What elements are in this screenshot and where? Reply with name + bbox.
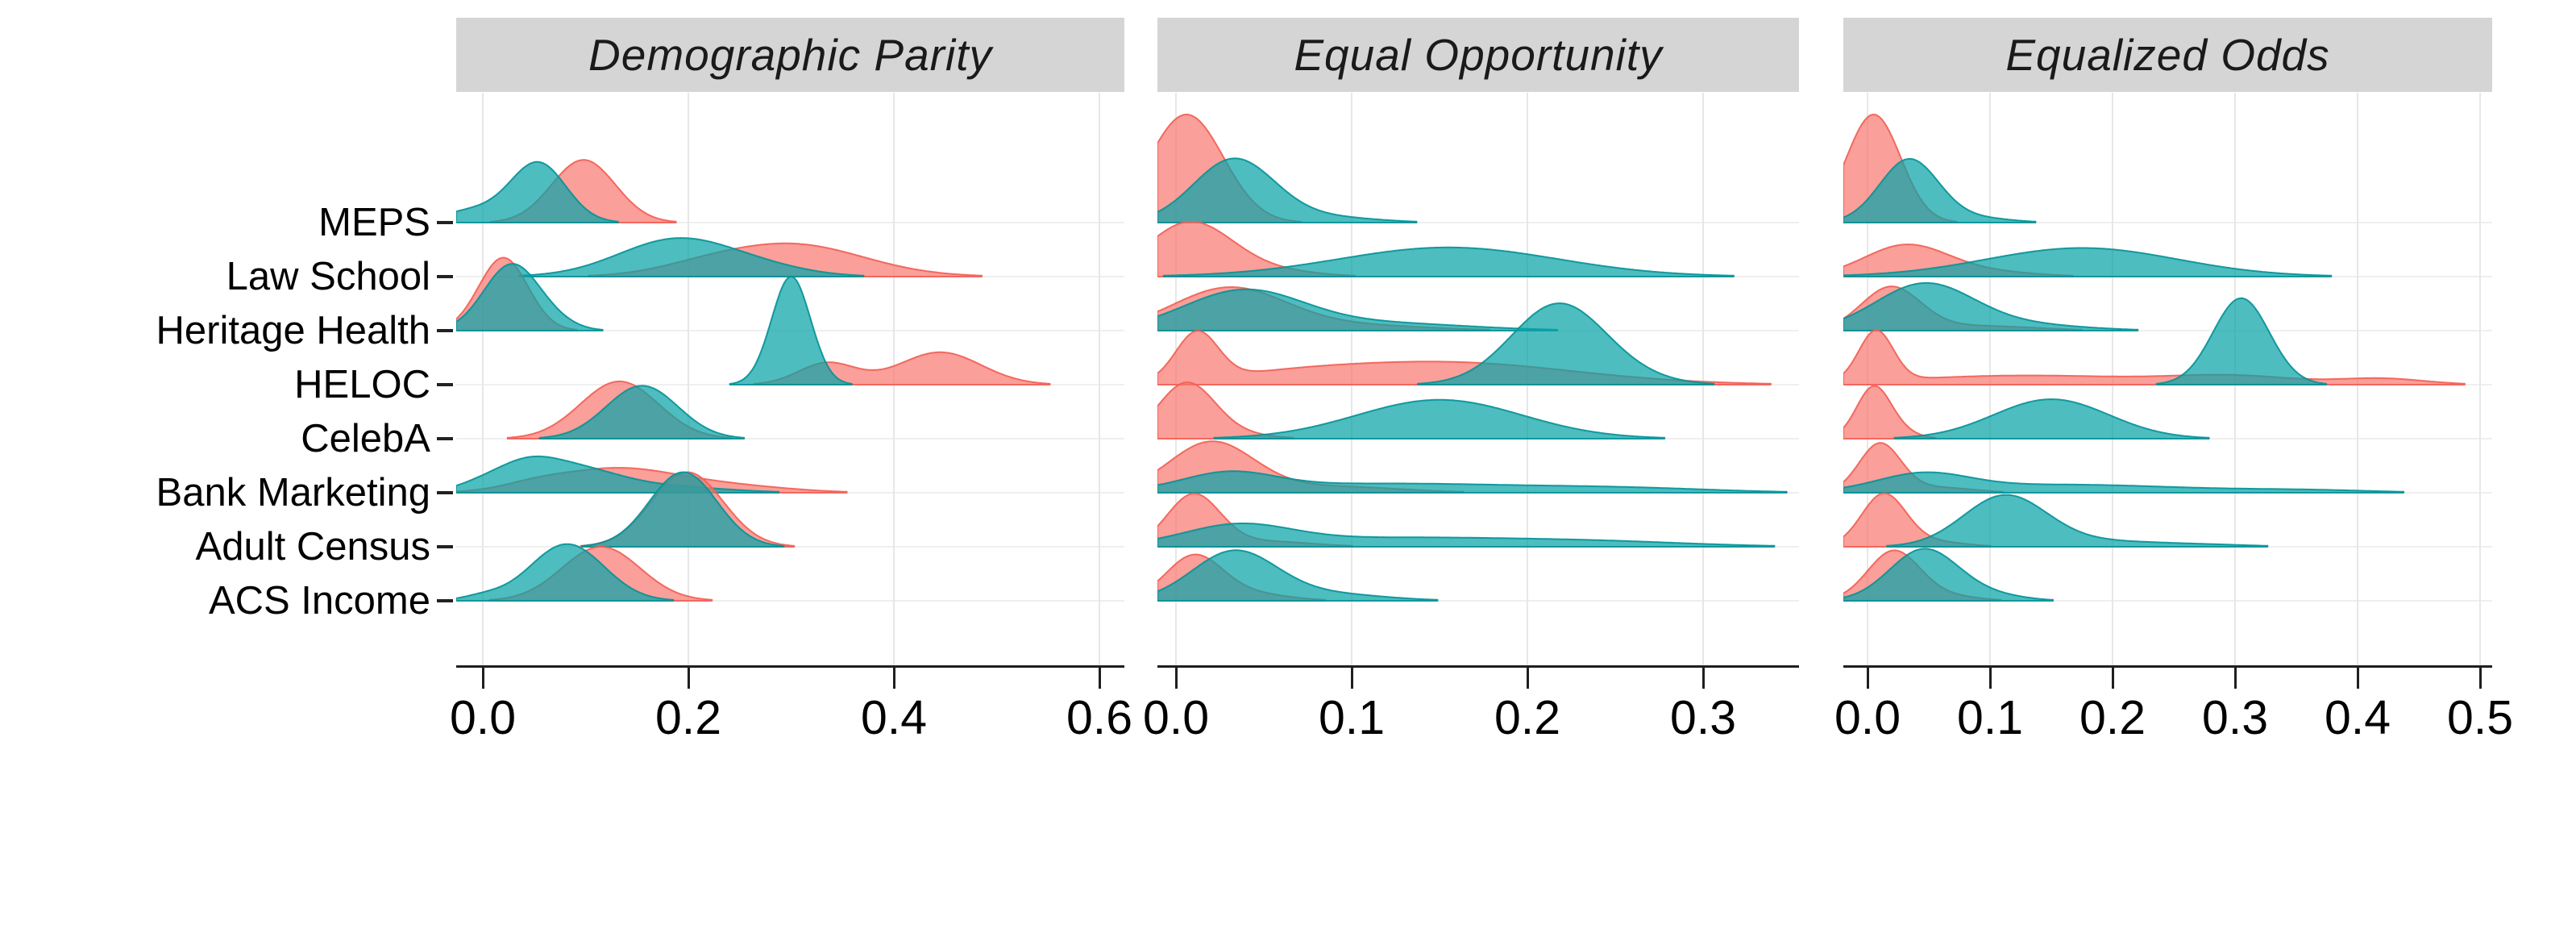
density-teal-meps <box>1843 158 2037 223</box>
y-axis-label-acs-income: ACS Income <box>208 579 430 623</box>
x-tick-mark <box>1174 668 1178 689</box>
density-teal-bank-marketing <box>456 455 780 494</box>
density-teal-acs-income <box>456 543 675 602</box>
x-tick-mark <box>481 668 484 689</box>
y-axis-label-adult-census: Adult Census <box>195 525 430 569</box>
x-tick-mark <box>2478 668 2482 689</box>
density-teal-law-school <box>1843 247 2333 277</box>
facet-title: Demographic Parity <box>588 30 992 80</box>
density-salmon-celeba <box>1843 385 1937 440</box>
density-teal-heloc <box>729 276 853 385</box>
density-salmon-heloc <box>1843 329 2466 385</box>
x-tick-mark <box>1098 668 1101 689</box>
x-axis-line <box>1843 665 2492 668</box>
density-teal-heritage-health <box>1843 281 2139 331</box>
density-teal-heloc <box>2155 297 2328 385</box>
x-tick-label: 0.6 <box>1066 691 1133 744</box>
y-tick-mark <box>437 383 453 386</box>
x-tick-mark <box>1526 668 1529 689</box>
density-teal-heloc <box>1417 302 1715 385</box>
x-tick-mark <box>1350 668 1353 689</box>
x-tick-label: 0.3 <box>2201 691 2269 744</box>
y-tick-mark <box>437 545 453 548</box>
x-axis-line <box>456 665 1124 668</box>
panel-equal-opportunity <box>1157 93 1799 667</box>
ridgeline-panel-svg <box>1157 93 1799 667</box>
ridgeline-panel-svg <box>456 93 1124 667</box>
density-teal-meps <box>456 160 619 223</box>
x-tick-label: 0.0 <box>1142 691 1210 744</box>
facet-title: Equal Opportunity <box>1294 30 1663 80</box>
y-axis-label-heritage-health: Heritage Health <box>156 309 430 352</box>
y-axis-label-meps: MEPS <box>318 201 430 244</box>
density-teal-adult-census <box>1886 494 2269 548</box>
density-teal-adult-census <box>1157 523 1776 548</box>
density-teal-celeba <box>1893 398 2210 440</box>
facet-strip-equalized-odds: Equalized Odds <box>1843 18 2492 92</box>
x-tick-mark <box>1866 668 1869 689</box>
density-teal-heritage-health <box>456 263 604 331</box>
x-tick-label: 0.5 <box>2446 691 2514 744</box>
x-tick-label: 0.1 <box>1318 691 1386 744</box>
density-teal-acs-income <box>1843 548 2055 602</box>
density-teal-celeba <box>538 385 746 440</box>
y-tick-mark <box>437 221 453 224</box>
x-tick-label: 0.1 <box>1956 691 2024 744</box>
x-tick-label: 0.4 <box>2324 691 2391 744</box>
density-teal-adult-census <box>581 471 785 548</box>
y-axis-label-bank-marketing: Bank Marketing <box>156 471 430 514</box>
y-axis-label-celeba: CelebA <box>301 417 430 460</box>
density-teal-celeba <box>1213 398 1666 440</box>
x-tick-mark <box>892 668 895 689</box>
x-tick-label: 0.2 <box>1494 691 1561 744</box>
density-teal-law-school <box>518 237 865 277</box>
y-tick-mark <box>437 437 453 440</box>
panel-equalized-odds <box>1843 93 2492 667</box>
density-salmon-celeba <box>1157 381 1294 440</box>
panel-demographic-parity <box>456 93 1124 667</box>
density-teal-meps <box>1157 157 1418 223</box>
x-axis-line <box>1157 665 1799 668</box>
x-tick-mark <box>2356 668 2359 689</box>
x-tick-mark <box>687 668 690 689</box>
y-axis-label-heloc: HELOC <box>294 363 430 406</box>
x-tick-mark <box>2111 668 2114 689</box>
ridgeline-panel-svg <box>1843 93 2492 667</box>
facet-strip-equal-opportunity: Equal Opportunity <box>1157 18 1799 92</box>
density-teal-law-school <box>1162 246 1735 277</box>
facet-title: Equalized Odds <box>2005 30 2330 80</box>
x-tick-label: 0.0 <box>1834 691 1901 744</box>
x-tick-mark <box>1988 668 1992 689</box>
facet-strip-demographic-parity: Demographic Parity <box>456 18 1124 92</box>
x-tick-mark <box>2233 668 2237 689</box>
y-tick-mark <box>437 491 453 494</box>
y-axis-label-law-school: Law School <box>226 255 430 298</box>
y-tick-mark <box>437 329 453 332</box>
x-tick-label: 0.2 <box>654 691 722 744</box>
density-teal-acs-income <box>1157 549 1439 602</box>
density-teal-bank-marketing <box>1157 470 1788 494</box>
x-tick-label: 0.2 <box>2079 691 2146 744</box>
density-teal-heritage-health <box>1157 288 1558 331</box>
x-tick-label: 0.3 <box>1669 691 1737 744</box>
y-tick-mark <box>437 599 453 602</box>
x-tick-label: 0.4 <box>860 691 928 744</box>
y-tick-mark <box>437 275 453 278</box>
x-tick-label: 0.0 <box>449 691 517 744</box>
density-teal-bank-marketing <box>1843 471 2405 494</box>
x-tick-mark <box>1701 668 1705 689</box>
